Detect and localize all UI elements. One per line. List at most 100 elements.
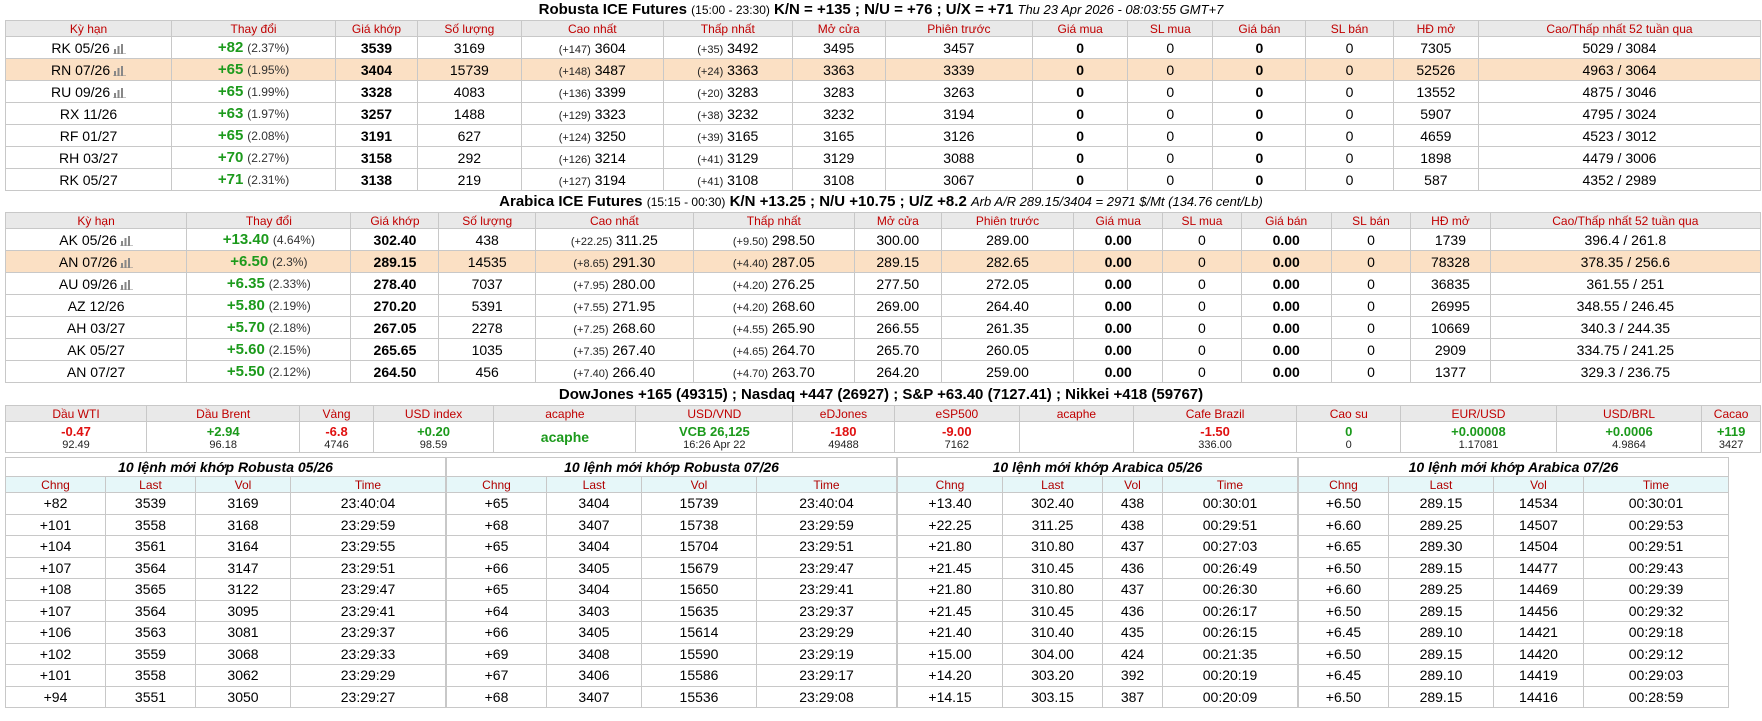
- contract-row[interactable]: AH 03/27 +5.70 (2.18%) 267.05 2278 (+7.25) 2…: [4, 316, 1762, 339]
- contract-label[interactable]: AN 07/26: [58, 253, 118, 270]
- bid-qty: 0: [1127, 168, 1214, 191]
- low-delta: (+4.40): [732, 257, 769, 270]
- arabica-header-row: Kỳ hạn Thay đổi Giá khớp Số lượng Cao nhất Th…: [4, 212, 1762, 229]
- open-interest: 1898: [1392, 146, 1479, 169]
- contract-row[interactable]: RU 09/26 +65 (1.99%) 3328 4083 (+136) 3399 (+…: [4, 80, 1762, 103]
- contract-row[interactable]: AN 07/26 +6.50 (2.3%) 289.15 14535 (+8.65) 2…: [4, 250, 1762, 273]
- contract-label[interactable]: RF 01/27: [59, 127, 118, 144]
- contract-row[interactable]: RN 07/26 +65 (1.95%) 3404 15739 (+148) 3487(…: [4, 58, 1762, 81]
- contract-code[interactable]: AK 05/27: [4, 338, 188, 361]
- trade-volume: 14420: [1493, 642, 1584, 665]
- contract-code[interactable]: AU 09/26: [4, 272, 188, 295]
- contract-code[interactable]: RU 09/26: [4, 80, 173, 103]
- trade-row: +66 3405 15679 23:29:47: [446, 556, 897, 579]
- market-cell[interactable]: [1018, 421, 1134, 453]
- trade-row: +6.50 289.15 14477 00:29:43: [1298, 556, 1729, 579]
- ask-price: 0: [1212, 146, 1307, 169]
- contract-label[interactable]: RK 05/27: [59, 171, 118, 188]
- trade-last: 3408: [546, 642, 642, 665]
- contract-label[interactable]: RN 07/26: [50, 61, 111, 78]
- ask-qty: 0: [1305, 36, 1394, 59]
- contract-code[interactable]: RK 05/27: [4, 168, 173, 191]
- trade-volume: 14421: [1493, 621, 1584, 644]
- trade-last: 3563: [105, 621, 196, 644]
- contract-code[interactable]: RN 07/26: [4, 58, 173, 81]
- contract-row[interactable]: RK 05/26 +82 (2.37%) 3539 3169 (+147) 3604 (+…: [4, 36, 1762, 59]
- contract-code[interactable]: AN 07/27: [4, 360, 188, 383]
- trade-last: 303.20: [1002, 664, 1103, 687]
- chart-icon[interactable]: [120, 279, 134, 290]
- open-interest: 2909: [1410, 338, 1491, 361]
- contract-code[interactable]: RX 11/26: [4, 102, 173, 125]
- market-cell[interactable]: acaphe: [493, 421, 637, 453]
- high-value: 291.30: [612, 253, 656, 270]
- high-cell: (+22.25) 311.25: [534, 228, 694, 251]
- contract-row[interactable]: RF 01/27 +65 (2.08%) 3191 627 (+124) 3250 (+3…: [4, 124, 1762, 147]
- contract-label[interactable]: AK 05/26: [59, 231, 117, 248]
- trade-last: 289.15: [1388, 599, 1494, 622]
- contract-code[interactable]: AN 07/26: [4, 250, 188, 273]
- trades-col-header: Vol: [1102, 476, 1163, 493]
- volume: 627: [416, 124, 522, 147]
- contract-label[interactable]: AU 09/26: [58, 275, 118, 292]
- open-interest: 587: [1392, 168, 1479, 191]
- chart-icon[interactable]: [113, 65, 127, 76]
- trade-volume: 436: [1102, 599, 1163, 622]
- low-cell: (+4.65) 264.70: [692, 338, 855, 361]
- trade-change: +13.40: [897, 492, 1003, 515]
- trade-change: +107: [5, 599, 106, 622]
- change-cell: +6.35 (2.33%): [186, 272, 352, 295]
- contract-row[interactable]: AN 07/27 +5.50 (2.12%) 264.50 456 (+7.40) 26…: [4, 360, 1762, 383]
- low-delta: (+4.70): [732, 367, 769, 380]
- contract-label[interactable]: AH 03/27: [66, 319, 126, 336]
- trade-last: 304.00: [1002, 642, 1103, 665]
- chart-icon[interactable]: [120, 257, 134, 268]
- col-header: Giá mua: [1032, 20, 1129, 37]
- contract-label[interactable]: AZ 12/26: [67, 297, 125, 314]
- contract-code[interactable]: RH 03/27: [4, 146, 173, 169]
- change-cell: +65 (1.99%): [171, 80, 336, 103]
- last-price: 3404: [335, 58, 418, 81]
- chart-icon[interactable]: [113, 87, 127, 98]
- trade-row: +67 3406 15586 23:29:17: [446, 664, 897, 687]
- contract-row[interactable]: RH 03/27 +70 (2.27%) 3158 292 (+126) 3214 (+4…: [4, 146, 1762, 169]
- contract-row[interactable]: RX 11/26 +63 (1.97%) 3257 1488 (+129) 3323 (+…: [4, 102, 1762, 125]
- ask-qty: 0: [1305, 80, 1394, 103]
- contract-code[interactable]: AZ 12/26: [4, 294, 188, 317]
- trade-last: 3559: [105, 642, 196, 665]
- trade-volume: 436: [1102, 556, 1163, 579]
- open-price: 3283: [791, 80, 886, 103]
- chart-icon[interactable]: [112, 43, 126, 54]
- contract-code[interactable]: RF 01/27: [4, 124, 173, 147]
- bid-qty: 0: [1162, 228, 1242, 251]
- contract-label[interactable]: RH 03/27: [58, 149, 119, 166]
- change-percent: (4.64%): [272, 233, 315, 247]
- trade-row: +6.45 289.10 14421 00:29:18: [1298, 621, 1729, 644]
- high-delta: (+147): [558, 43, 591, 56]
- contract-row[interactable]: AK 05/27 +5.60 (2.15%) 265.65 1035 (+7.35) 2…: [4, 338, 1762, 361]
- low-value: 264.70: [771, 341, 815, 358]
- contract-label[interactable]: AN 07/27: [66, 363, 126, 380]
- contract-row[interactable]: AZ 12/26 +5.80 (2.19%) 270.20 5391 (+7.55) 2…: [4, 294, 1762, 317]
- low-delta: (+35): [697, 43, 724, 56]
- contract-label[interactable]: RU 09/26: [50, 83, 111, 100]
- contract-code[interactable]: AH 03/27: [4, 316, 188, 339]
- arabica-title-hours: (15:15 - 00:30): [646, 195, 726, 209]
- acaphe-link[interactable]: acaphe: [540, 429, 590, 445]
- market-cell: -180 49488: [792, 421, 895, 453]
- low-value: 3363: [727, 61, 759, 78]
- contract-code[interactable]: AK 05/26: [4, 228, 188, 251]
- trade-last: 3565: [105, 578, 196, 601]
- low-cell: (+4.55) 265.90: [692, 316, 855, 339]
- contract-label[interactable]: RX 11/26: [59, 105, 118, 122]
- contract-label[interactable]: AK 05/27: [67, 341, 125, 358]
- contract-code[interactable]: RK 05/26: [4, 36, 173, 59]
- chart-icon[interactable]: [119, 235, 133, 246]
- contract-row[interactable]: RK 05/27 +71 (2.31%) 3138 219 (+127) 3194 (+4…: [4, 168, 1762, 191]
- open-price: 3232: [791, 102, 886, 125]
- trade-time: 00:30:01: [1583, 492, 1729, 515]
- trade-volume: 15738: [641, 513, 757, 536]
- contract-label[interactable]: RK 05/26: [51, 39, 110, 56]
- contract-row[interactable]: AK 05/26 +13.40 (4.64%) 302.40 438 (+22.25) …: [4, 228, 1762, 251]
- contract-row[interactable]: AU 09/26 +6.35 (2.33%) 278.40 7037 (+7.95) 2…: [4, 272, 1762, 295]
